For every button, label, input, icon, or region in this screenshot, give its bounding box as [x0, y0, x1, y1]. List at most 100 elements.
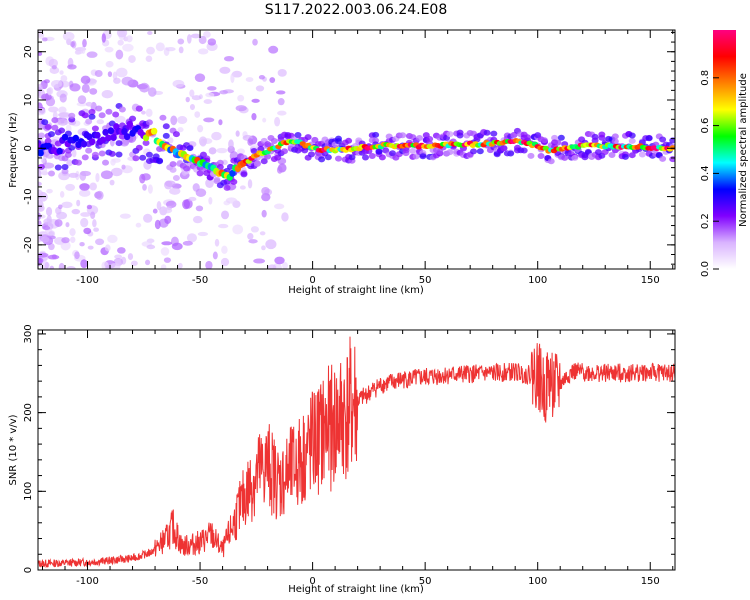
heatmap-halo-cell — [598, 131, 606, 138]
heatmap-noise-cell — [96, 119, 105, 125]
heatmap-noise-cell — [208, 196, 213, 205]
heatmap-noise-cell — [66, 159, 73, 167]
heatmap-noise-cell — [116, 247, 126, 254]
heatmap-noise-cell — [177, 262, 183, 269]
heatmap-halo-cell — [61, 164, 69, 171]
heatmap-halo-cell — [98, 150, 106, 157]
heatmap-halo-cell — [172, 174, 180, 181]
heatmap-halo-cell — [372, 131, 380, 138]
heatmap-ridge-cell — [105, 134, 112, 142]
heatmap-noise-cell — [51, 65, 57, 70]
heatmap-halo-cell — [402, 147, 410, 154]
heatmap-noise-cell — [146, 46, 155, 55]
heatmap-halo-cell — [375, 148, 383, 155]
heatmap-noise-cell — [38, 220, 42, 227]
heatmap-noise-cell — [185, 96, 190, 103]
heatmap-halo-cell — [571, 154, 579, 161]
heatmap-ridge-cell — [61, 133, 69, 141]
heatmap-noise-cell — [138, 82, 150, 93]
heatmap-noise-cell — [40, 236, 50, 243]
heatmap-halo-cell — [230, 178, 238, 185]
heatmap-halo-cell — [132, 155, 140, 162]
heatmap-halo-cell — [446, 149, 454, 156]
heatmap-ridge-cell — [86, 133, 93, 141]
heatmap-noise-cell — [109, 179, 115, 186]
heatmap-noise-cell — [141, 110, 146, 115]
heatmap-halo-cell — [51, 124, 59, 131]
heatmap-halo-cell — [537, 152, 545, 159]
heatmap-halo-cell — [142, 140, 150, 147]
colorbar-tick-label: 0.8 — [700, 70, 711, 86]
heatmap-noise-cell — [261, 186, 270, 196]
heatmap-noise-cell — [79, 183, 90, 191]
x-tick-label: -100 — [76, 275, 99, 286]
heatmap-noise-cell — [94, 69, 103, 78]
heatmap-halo-cell — [551, 134, 559, 141]
heatmap-ridge-cell — [126, 120, 134, 128]
heatmap-noise-cell — [235, 105, 247, 112]
heatmap-noise-cell — [203, 117, 215, 123]
heatmap-noise-cell — [219, 66, 231, 74]
heatmap-noise-cell — [43, 218, 53, 225]
heatmap-noise-cell — [57, 112, 70, 118]
heatmap-noise-cell — [70, 236, 76, 243]
heatmap-noise-cell — [225, 197, 237, 204]
heatmap-halo-cell — [115, 140, 123, 147]
heatmap-noise-cell — [195, 205, 204, 212]
heatmap-noise-cell — [221, 210, 230, 220]
heatmap-noise-cell — [38, 181, 42, 187]
heatmap-noise-cell — [80, 75, 91, 85]
top-x-axis-label: Height of straight line (km) — [288, 285, 424, 296]
heatmap-noise-cell — [164, 180, 176, 187]
spectrogram-frame — [37, 29, 676, 270]
heatmap-noise-cell — [93, 227, 99, 232]
heatmap-noise-cell — [80, 259, 88, 269]
heatmap-noise-cell — [177, 127, 184, 133]
heatmap-halo-cell — [645, 135, 653, 142]
heatmap-halo-cell — [159, 114, 167, 121]
heatmap-noise-cell — [48, 58, 58, 68]
heatmap-noise-cell — [51, 254, 57, 260]
snr-panel: -100 -50 0 50 100 150 0 100 200 300 Height of st… — [8, 324, 676, 595]
heatmap-noise-cell — [277, 68, 287, 77]
heatmap-noise-cell — [46, 206, 53, 217]
heatmap-noise-cell — [160, 247, 170, 256]
heatmap-noise-cell — [107, 234, 118, 244]
heatmap-noise-cell — [61, 201, 73, 209]
heatmap-halo-cell — [280, 148, 288, 155]
heatmap-halo-cell — [98, 112, 106, 119]
x-tick-label: -50 — [192, 576, 208, 587]
heatmap-noise-cell — [197, 124, 204, 133]
heatmap-halo-cell — [334, 155, 342, 162]
x-tick-label: 0 — [309, 275, 315, 286]
heatmap-noise-cell — [247, 138, 254, 146]
heatmap-noise-cell — [92, 219, 97, 228]
heatmap-halo-cell — [223, 184, 231, 191]
heatmap-halo-cell — [659, 155, 667, 162]
heatmap-ridge-cell — [80, 140, 88, 148]
heatmap-noise-cell — [69, 83, 81, 92]
heatmap-noise-cell — [198, 35, 207, 45]
heatmap-noise-cell — [58, 204, 63, 210]
x-tick-label: 0 — [309, 576, 315, 587]
y-tick-label: 100 — [23, 482, 34, 501]
heatmap-halo-cell — [51, 117, 59, 124]
x-tick-label: 50 — [419, 576, 432, 587]
heatmap-halo-cell — [409, 147, 417, 154]
heatmap-halo-cell — [628, 132, 636, 139]
heatmap-noise-cell — [121, 164, 126, 170]
heatmap-noise-cell — [87, 245, 94, 250]
heatmap-halo-cell — [145, 151, 153, 158]
heatmap-noise-cell — [47, 87, 52, 96]
heatmap-noise-cell — [121, 76, 134, 86]
heatmap-halo-cell — [88, 108, 96, 115]
heatmap-halo-cell — [483, 129, 491, 136]
heatmap-noise-cell — [163, 257, 172, 263]
heatmap-halo-cell — [470, 148, 478, 155]
heatmap-halo-cell — [115, 151, 123, 158]
heatmap-noise-cell — [165, 47, 176, 52]
heatmap-noise-cell — [38, 257, 44, 264]
heatmap-noise-cell — [172, 79, 185, 88]
heatmap-halo-cell — [456, 129, 464, 136]
heatmap-halo-cell — [91, 125, 99, 132]
